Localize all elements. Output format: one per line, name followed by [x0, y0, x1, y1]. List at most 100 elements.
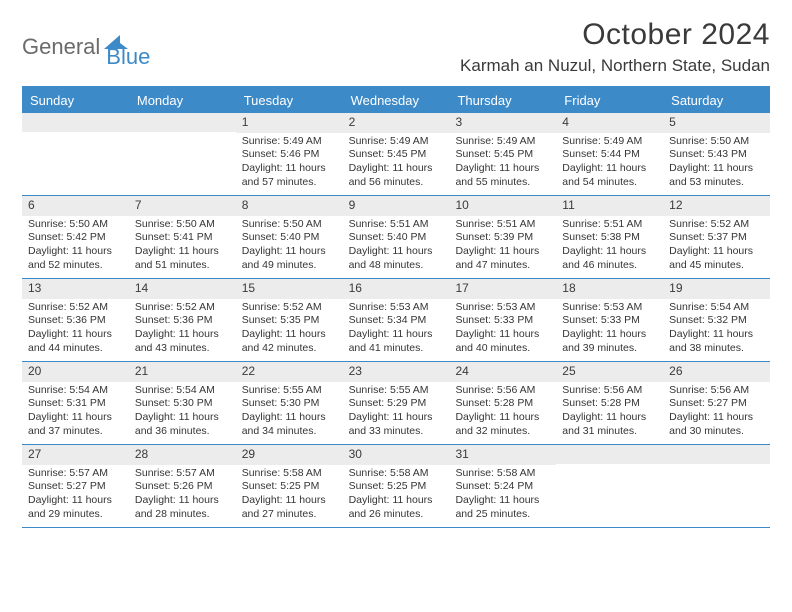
- week-row: 6Sunrise: 5:50 AMSunset: 5:42 PMDaylight…: [22, 196, 770, 279]
- daylight-text: Daylight: 11 hours and 33 minutes.: [349, 411, 444, 438]
- sunrise-text: Sunrise: 5:58 AM: [242, 467, 337, 481]
- sunset-text: Sunset: 5:36 PM: [28, 314, 123, 328]
- day-body: Sunrise: 5:51 AMSunset: 5:38 PMDaylight:…: [556, 216, 663, 277]
- day-cell: 25Sunrise: 5:56 AMSunset: 5:28 PMDayligh…: [556, 362, 663, 444]
- logo-text-general: General: [22, 34, 100, 60]
- day-cell: 3 Sunrise: 5:49 AMSunset: 5:45 PMDaylight…: [449, 113, 556, 195]
- sunset-text: Sunset: 5:33 PM: [455, 314, 550, 328]
- daylight-text: Daylight: 11 hours and 55 minutes.: [455, 162, 550, 189]
- sunrise-text: Sunrise: 5:52 AM: [669, 218, 764, 232]
- day-body: Sunrise: 5:58 AMSunset: 5:25 PMDaylight:…: [236, 465, 343, 526]
- day-cell: 17Sunrise: 5:53 AMSunset: 5:33 PMDayligh…: [449, 279, 556, 361]
- daylight-text: Daylight: 11 hours and 43 minutes.: [135, 328, 230, 355]
- day-cell: [556, 445, 663, 527]
- day-header-row: SundayMondayTuesdayWednesdayThursdayFrid…: [22, 88, 770, 113]
- sunset-text: Sunset: 5:45 PM: [349, 148, 444, 162]
- day-cell: 11Sunrise: 5:51 AMSunset: 5:38 PMDayligh…: [556, 196, 663, 278]
- sunset-text: Sunset: 5:35 PM: [242, 314, 337, 328]
- sunset-text: Sunset: 5:37 PM: [669, 231, 764, 245]
- day-header-thursday: Thursday: [449, 88, 556, 113]
- day-number: 23: [343, 362, 450, 382]
- day-cell: 18Sunrise: 5:53 AMSunset: 5:33 PMDayligh…: [556, 279, 663, 361]
- day-body: Sunrise: 5:52 AMSunset: 5:36 PMDaylight:…: [129, 299, 236, 360]
- sunrise-text: Sunrise: 5:58 AM: [349, 467, 444, 481]
- daylight-text: Daylight: 11 hours and 37 minutes.: [28, 411, 123, 438]
- week-row: 27Sunrise: 5:57 AMSunset: 5:27 PMDayligh…: [22, 445, 770, 528]
- sunset-text: Sunset: 5:28 PM: [562, 397, 657, 411]
- header: General Blue October 2024 Karmah an Nuzu…: [22, 18, 770, 76]
- month-title: October 2024: [460, 18, 770, 52]
- day-cell: [22, 113, 129, 195]
- sunrise-text: Sunrise: 5:51 AM: [562, 218, 657, 232]
- day-body: Sunrise: 5:49 AMSunset: 5:46 PMDaylight:…: [236, 133, 343, 194]
- day-number: 25: [556, 362, 663, 382]
- sunrise-text: Sunrise: 5:49 AM: [349, 135, 444, 149]
- location-text: Karmah an Nuzul, Northern State, Sudan: [460, 56, 770, 76]
- day-number: 31: [449, 445, 556, 465]
- sunset-text: Sunset: 5:40 PM: [349, 231, 444, 245]
- day-cell: 23Sunrise: 5:55 AMSunset: 5:29 PMDayligh…: [343, 362, 450, 444]
- day-body: Sunrise: 5:57 AMSunset: 5:26 PMDaylight:…: [129, 465, 236, 526]
- sunset-text: Sunset: 5:43 PM: [669, 148, 764, 162]
- sunrise-text: Sunrise: 5:50 AM: [669, 135, 764, 149]
- sunrise-text: Sunrise: 5:55 AM: [349, 384, 444, 398]
- sunset-text: Sunset: 5:45 PM: [455, 148, 550, 162]
- day-number: 17: [449, 279, 556, 299]
- daylight-text: Daylight: 11 hours and 29 minutes.: [28, 494, 123, 521]
- day-body: Sunrise: 5:58 AMSunset: 5:24 PMDaylight:…: [449, 465, 556, 526]
- day-header-sunday: Sunday: [22, 88, 129, 113]
- day-number: [663, 445, 770, 464]
- day-number: 7: [129, 196, 236, 216]
- daylight-text: Daylight: 11 hours and 28 minutes.: [135, 494, 230, 521]
- sunset-text: Sunset: 5:34 PM: [349, 314, 444, 328]
- day-body: Sunrise: 5:54 AMSunset: 5:32 PMDaylight:…: [663, 299, 770, 360]
- day-number: 4: [556, 113, 663, 133]
- day-body: Sunrise: 5:50 AMSunset: 5:42 PMDaylight:…: [22, 216, 129, 277]
- sunrise-text: Sunrise: 5:58 AM: [455, 467, 550, 481]
- sunrise-text: Sunrise: 5:50 AM: [28, 218, 123, 232]
- sunset-text: Sunset: 5:28 PM: [455, 397, 550, 411]
- daylight-text: Daylight: 11 hours and 31 minutes.: [562, 411, 657, 438]
- day-cell: 19Sunrise: 5:54 AMSunset: 5:32 PMDayligh…: [663, 279, 770, 361]
- sunrise-text: Sunrise: 5:51 AM: [455, 218, 550, 232]
- day-number: 26: [663, 362, 770, 382]
- daylight-text: Daylight: 11 hours and 39 minutes.: [562, 328, 657, 355]
- day-cell: 2 Sunrise: 5:49 AMSunset: 5:45 PMDaylight…: [343, 113, 450, 195]
- weeks-container: 1Sunrise: 5:49 AMSunset: 5:46 PMDaylight…: [22, 113, 770, 528]
- day-number: 15: [236, 279, 343, 299]
- sunset-text: Sunset: 5:29 PM: [349, 397, 444, 411]
- daylight-text: Daylight: 11 hours and 52 minutes.: [28, 245, 123, 272]
- daylight-text: Daylight: 11 hours and 27 minutes.: [242, 494, 337, 521]
- week-row: 13Sunrise: 5:52 AMSunset: 5:36 PMDayligh…: [22, 279, 770, 362]
- daylight-text: Daylight: 11 hours and 45 minutes.: [669, 245, 764, 272]
- day-body: Sunrise: 5:54 AMSunset: 5:31 PMDaylight:…: [22, 382, 129, 443]
- sunrise-text: Sunrise: 5:55 AM: [242, 384, 337, 398]
- day-number: 2: [343, 113, 450, 133]
- day-body: Sunrise: 5:53 AMSunset: 5:33 PMDaylight:…: [556, 299, 663, 360]
- day-header-monday: Monday: [129, 88, 236, 113]
- day-number: 24: [449, 362, 556, 382]
- sunset-text: Sunset: 5:25 PM: [242, 480, 337, 494]
- daylight-text: Daylight: 11 hours and 56 minutes.: [349, 162, 444, 189]
- day-number: 6: [22, 196, 129, 216]
- daylight-text: Daylight: 11 hours and 53 minutes.: [669, 162, 764, 189]
- sunset-text: Sunset: 5:30 PM: [135, 397, 230, 411]
- daylight-text: Daylight: 11 hours and 49 minutes.: [242, 245, 337, 272]
- day-cell: 12Sunrise: 5:52 AMSunset: 5:37 PMDayligh…: [663, 196, 770, 278]
- daylight-text: Daylight: 11 hours and 38 minutes.: [669, 328, 764, 355]
- day-cell: 27Sunrise: 5:57 AMSunset: 5:27 PMDayligh…: [22, 445, 129, 527]
- daylight-text: Daylight: 11 hours and 34 minutes.: [242, 411, 337, 438]
- day-body: Sunrise: 5:54 AMSunset: 5:30 PMDaylight:…: [129, 382, 236, 443]
- day-number: 9: [343, 196, 450, 216]
- day-number: 8: [236, 196, 343, 216]
- sunrise-text: Sunrise: 5:49 AM: [455, 135, 550, 149]
- day-number: 30: [343, 445, 450, 465]
- sunset-text: Sunset: 5:32 PM: [669, 314, 764, 328]
- daylight-text: Daylight: 11 hours and 36 minutes.: [135, 411, 230, 438]
- day-cell: 7Sunrise: 5:50 AMSunset: 5:41 PMDaylight…: [129, 196, 236, 278]
- day-number: 3: [449, 113, 556, 133]
- daylight-text: Daylight: 11 hours and 54 minutes.: [562, 162, 657, 189]
- day-number: 18: [556, 279, 663, 299]
- day-body: Sunrise: 5:55 AMSunset: 5:29 PMDaylight:…: [343, 382, 450, 443]
- sunrise-text: Sunrise: 5:52 AM: [28, 301, 123, 315]
